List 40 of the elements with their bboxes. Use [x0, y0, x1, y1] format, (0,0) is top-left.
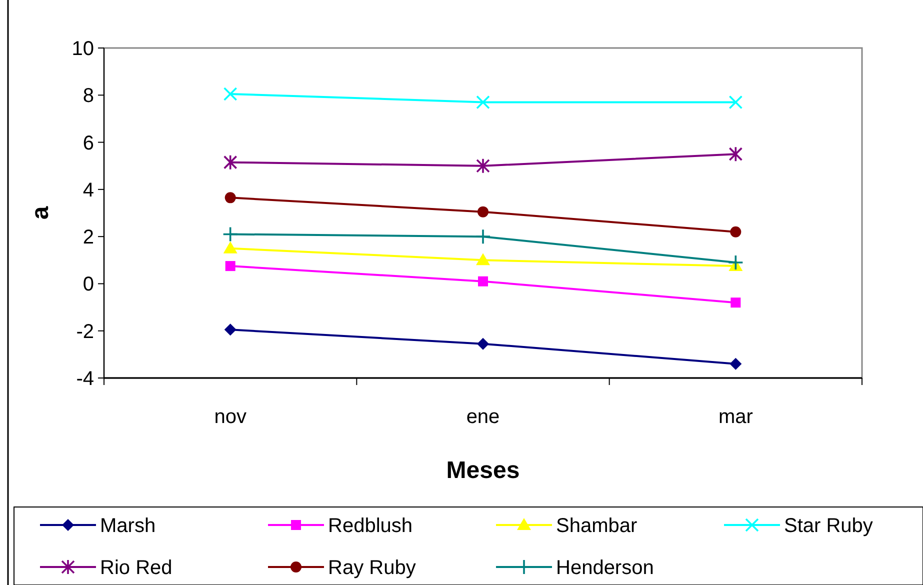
- point: [224, 324, 236, 336]
- point: [477, 338, 489, 350]
- point: [728, 95, 743, 110]
- legend-label: Marsh: [100, 515, 156, 537]
- x-tick-label: ene: [466, 406, 500, 428]
- y-tick-label: -4: [76, 368, 94, 390]
- point: [478, 276, 488, 286]
- legend-label: Henderson: [556, 557, 654, 579]
- y-tick-label: 10: [72, 38, 94, 60]
- legend-label: Rio Red: [100, 557, 172, 579]
- point: [223, 241, 238, 254]
- point: [476, 158, 490, 174]
- y-tick-label: 2: [82, 226, 94, 249]
- point: [730, 226, 742, 238]
- point: [224, 192, 236, 204]
- point: [475, 228, 491, 244]
- x-tick-label: mar: [718, 406, 754, 428]
- y-tick-label: 8: [82, 85, 94, 108]
- point: [478, 206, 488, 218]
- y-axis-title: a: [27, 206, 54, 220]
- y-tick-label: 0: [82, 274, 94, 296]
- y-tick-label: 4: [82, 179, 94, 202]
- point: [476, 95, 490, 110]
- point: [728, 254, 744, 270]
- point: [223, 87, 238, 101]
- point: [728, 146, 743, 162]
- y-tick-label: -2: [76, 320, 94, 343]
- y-tick-label: 6: [82, 132, 94, 154]
- legend-label: Ray Ruby: [328, 557, 416, 579]
- x-axis-title: Meses: [446, 457, 520, 484]
- point: [222, 226, 238, 242]
- point: [223, 154, 238, 170]
- point: [476, 253, 490, 266]
- legend-label: Shambar: [556, 515, 638, 537]
- legend-label: Star Ruby: [784, 515, 873, 537]
- point: [225, 261, 236, 272]
- point: [730, 298, 741, 308]
- x-tick-label: nov: [214, 406, 246, 428]
- point: [730, 358, 742, 370]
- legend-label: Redblush: [328, 515, 413, 537]
